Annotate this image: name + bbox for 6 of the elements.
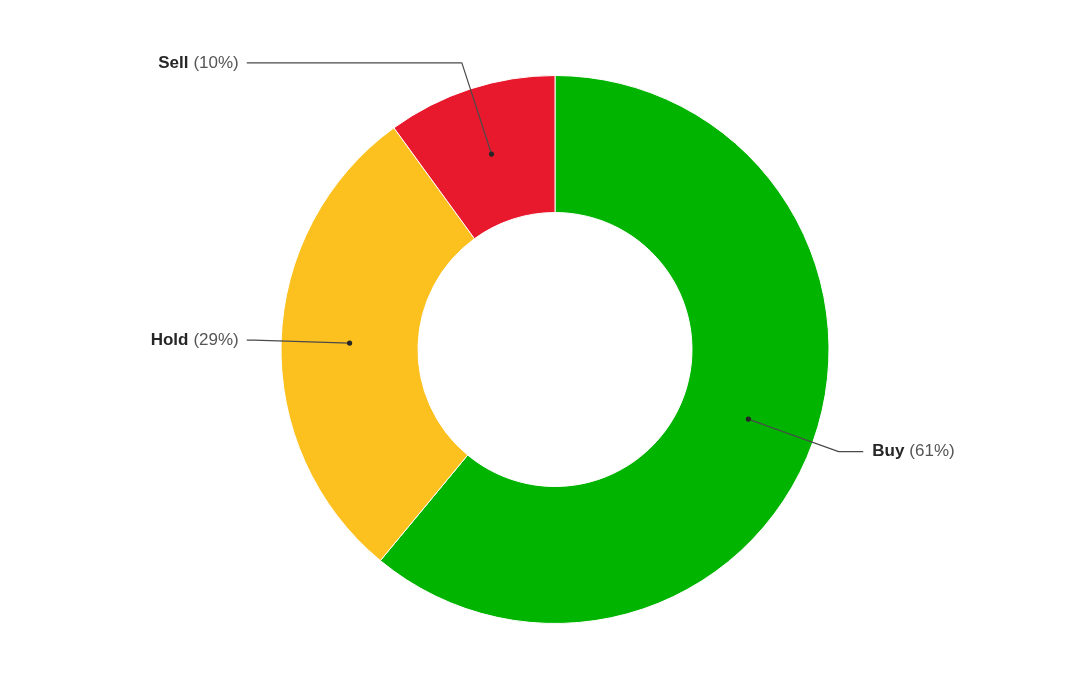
data-label: (10%) bbox=[193, 52, 239, 72]
slice-label: Sell bbox=[158, 52, 189, 72]
slice-label: Buy bbox=[872, 441, 905, 461]
slice-label: Hold bbox=[150, 329, 189, 349]
data-label: (29%) bbox=[193, 329, 239, 349]
data-label: (61%) bbox=[909, 441, 955, 461]
